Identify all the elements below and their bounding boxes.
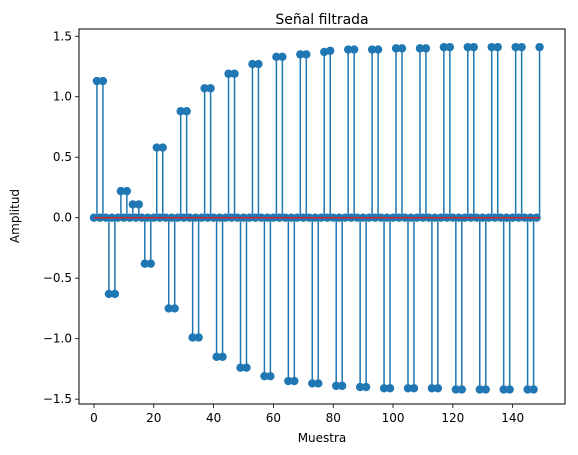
stem-marker [391, 44, 401, 53]
stem-marker [535, 42, 544, 52]
stem-marker [487, 42, 496, 52]
stem-marker [409, 384, 419, 393]
stem-marker [266, 371, 275, 381]
axes-frame [78, 28, 566, 405]
y-tick-label: −0.5 [43, 271, 72, 285]
stem-marker [361, 382, 371, 392]
stem-marker [505, 385, 514, 394]
stem-marker [110, 289, 120, 299]
stem-marker [224, 69, 233, 78]
stem-marker [218, 352, 227, 362]
stem-marker [302, 50, 311, 59]
stem-marker [146, 259, 155, 268]
stem-marker [463, 42, 472, 52]
stem-marker [104, 289, 114, 299]
stem-marker [379, 384, 389, 393]
stem-marker [314, 379, 323, 388]
stem-marker [308, 379, 317, 388]
stem-marker [254, 59, 263, 69]
stem-marker [326, 46, 335, 55]
stem-marker [290, 376, 299, 386]
stem-marker [248, 59, 257, 69]
stem-marker [355, 382, 365, 392]
y-tick-label: 0.0 [53, 211, 72, 225]
stem-marker [200, 84, 209, 93]
stem-markers [89, 42, 544, 394]
y-axis: −1.5 −1.0 −0.5 0.0 0.5 1.0 1.5 [43, 29, 79, 406]
x-tick-label: 0 [90, 411, 98, 425]
x-tick-label: 20 [146, 411, 161, 425]
stem-marker [116, 186, 126, 196]
stem-marker [332, 381, 341, 391]
stem-marker [296, 50, 305, 59]
y-tick-label: −1.5 [43, 392, 72, 406]
x-tick-label: 120 [441, 411, 464, 425]
y-tick-label: 0.5 [53, 150, 72, 164]
stem-marker [367, 45, 377, 54]
stem-marker [451, 385, 461, 394]
stem-marker [343, 45, 353, 54]
stem-marker [278, 52, 287, 62]
stem-marker [98, 76, 108, 86]
x-tick-label: 80 [326, 411, 341, 425]
chart-title: Señal filtrada [275, 12, 368, 28]
stem-marker [272, 52, 281, 62]
stem-marker [403, 384, 413, 393]
stem-marker [493, 42, 502, 52]
x-tick-label: 40 [206, 411, 221, 425]
stem-marker [529, 385, 538, 394]
stem-marker [260, 371, 269, 381]
stem-marker [230, 69, 239, 78]
stem-marker [385, 384, 395, 393]
stem-marker [439, 42, 449, 52]
x-tick-label: 60 [266, 411, 281, 425]
x-axis: 0 20 40 60 80 100 120 140 [90, 404, 524, 425]
y-tick-label: −1.0 [43, 332, 72, 346]
stem-marker [397, 44, 407, 53]
stem-marker [284, 376, 293, 386]
stem-marker [128, 200, 138, 209]
stem-marker [140, 259, 149, 268]
stem-marker [421, 44, 431, 53]
stem-marker [427, 384, 437, 393]
y-tick-label: 1.0 [53, 90, 72, 104]
stem-marker [170, 304, 179, 313]
x-tick-label: 100 [382, 411, 405, 425]
stem-marker [469, 42, 478, 52]
stem-marker [499, 385, 508, 394]
x-axis-label: Muestra [298, 431, 347, 445]
x-tick-label: 140 [501, 411, 524, 425]
stem-marker [206, 84, 215, 93]
stem-marker [511, 42, 520, 52]
stem-marker [176, 107, 185, 116]
stem-marker [188, 333, 197, 342]
stem-marker [122, 186, 132, 196]
stem-marker [182, 107, 191, 116]
stem-marker [517, 42, 526, 52]
stem-marker [337, 381, 347, 391]
stem-marker [194, 333, 203, 342]
stem-lines [96, 47, 541, 390]
y-axis-label: Amplitud [8, 189, 22, 243]
plot-area [89, 42, 544, 394]
stem-marker [475, 385, 484, 394]
stem-marker [134, 200, 144, 209]
stem-marker [236, 363, 245, 372]
stem-marker [212, 352, 221, 362]
y-tick-label: 1.5 [53, 29, 72, 43]
stem-marker [481, 385, 490, 394]
stem-marker [523, 385, 532, 394]
stem-marker [457, 385, 467, 394]
stem-marker [415, 44, 425, 53]
stem-marker [349, 45, 359, 54]
stem-marker [373, 45, 383, 54]
stem-marker [433, 384, 443, 393]
stem-marker [445, 42, 455, 52]
stem-marker [242, 363, 251, 372]
stem-marker [92, 76, 102, 86]
stem-marker [164, 304, 173, 313]
stem-marker [152, 143, 161, 152]
stem-marker [158, 143, 167, 152]
